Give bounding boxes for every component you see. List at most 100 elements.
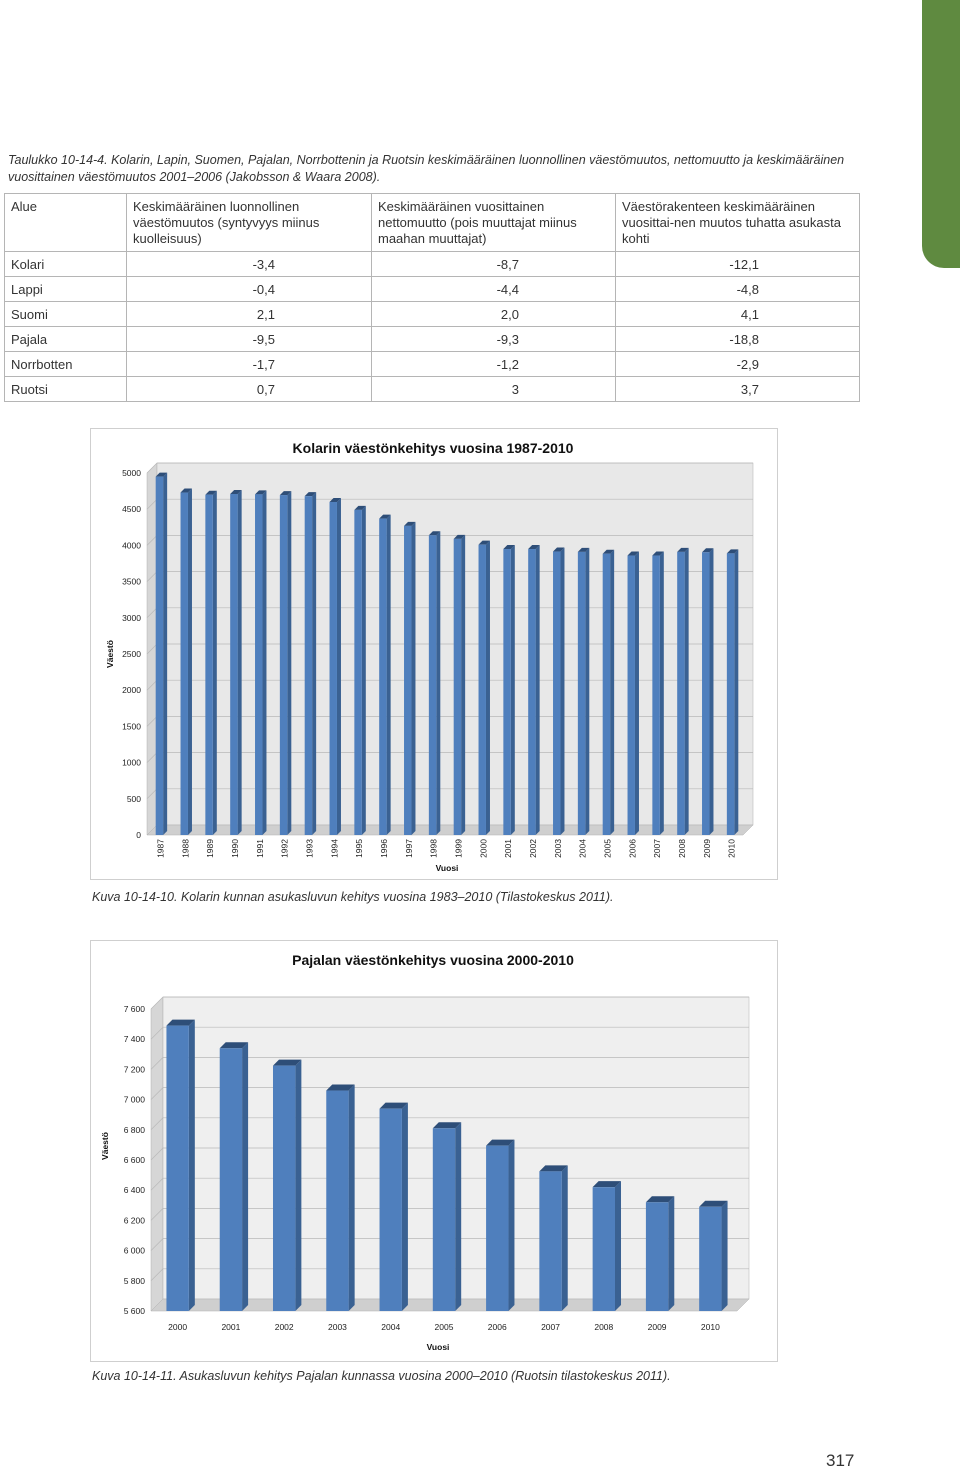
cell-value: 2,1 (126, 301, 372, 327)
bar-side (336, 497, 341, 835)
bar (326, 1090, 349, 1311)
bar-top (230, 489, 242, 494)
gridline-side (150, 1087, 164, 1100)
table-caption: Taulukko 10-14-4. Kolarin, Lapin, Suomen… (8, 153, 845, 184)
y-tick-label: 5 800 (124, 1276, 146, 1286)
x-tick-label: 2004 (578, 839, 588, 858)
x-tick-label: 2001 (221, 1322, 240, 1332)
bar (478, 544, 486, 835)
x-tick-label: 1987 (155, 839, 165, 858)
y-axis-label: Väestö (100, 1132, 110, 1160)
bar (486, 1145, 509, 1311)
bar-side (411, 521, 416, 835)
bar (503, 549, 511, 835)
table-row: Suomi 2,1 2,0 4,1 (4, 301, 860, 327)
bar-top (379, 1102, 408, 1109)
pajala-population-chart: 5 600 5 800 6 000 6 200 6 400 6 600 6 800 7 000… (100, 952, 750, 1352)
cell-value: 4,1 (615, 301, 860, 327)
bar-top (428, 531, 441, 536)
bar (279, 495, 288, 835)
cell-value: -4,4 (371, 276, 616, 302)
x-tick-label: 2001 (503, 839, 513, 858)
y-tick-label: 1500 (122, 721, 141, 731)
cell-value: -9,3 (371, 326, 616, 352)
bar (453, 538, 462, 835)
y-tick-label: 5000 (122, 468, 141, 478)
bar (726, 553, 735, 835)
cell-value: -18,8 (615, 326, 860, 352)
cell-value: 3,7 (615, 376, 860, 402)
bar-top (602, 549, 615, 554)
bar (255, 494, 263, 835)
bar (645, 1202, 669, 1311)
y-tick-label: 0 (136, 830, 141, 840)
x-axis-label: Vuosi (436, 863, 459, 873)
bar-top (279, 491, 292, 496)
gridline-side (150, 1057, 164, 1070)
bar-side (163, 472, 168, 835)
bar (166, 1025, 189, 1311)
bar-top (528, 545, 540, 550)
gridline-side (150, 1208, 164, 1221)
x-tick-label: 1990 (230, 839, 240, 858)
bar-side (659, 551, 664, 835)
bar-top (219, 1042, 249, 1049)
bar-top (432, 1122, 462, 1129)
y-tick-label: 2500 (122, 649, 141, 659)
x-tick-label: 1998 (429, 839, 439, 858)
header-natural-change: Keskimääräinen luonnollinen väestömuutos… (126, 193, 372, 252)
bar (627, 555, 635, 835)
cell-value: -2,9 (615, 351, 860, 377)
bar-side (560, 547, 565, 835)
bar-top (166, 1019, 195, 1026)
bar (379, 518, 387, 835)
cell-area: Suomi (4, 301, 127, 327)
y-axis-label: Väestö (105, 640, 115, 668)
section-tab-marker (922, 0, 960, 268)
bar (230, 493, 238, 835)
gridline-side (146, 788, 158, 800)
bar-top (272, 1059, 302, 1066)
bar-side (615, 1181, 622, 1311)
x-tick-label: 2003 (553, 839, 563, 858)
cell-value: 2,0 (371, 301, 616, 327)
bar-side (610, 549, 615, 835)
x-tick-label: 1994 (329, 839, 339, 858)
chart-title: Kolarin väestönkehitys vuosina 1987-2010 (293, 440, 574, 456)
bar-side (188, 1019, 195, 1311)
bar-top (180, 488, 192, 493)
pajala-figure-caption: Kuva 10-14-11. Asukasluvun kehitys Pajal… (92, 1369, 671, 1383)
bar-side (585, 547, 590, 835)
y-tick-label: 7 400 (124, 1034, 146, 1044)
y-tick-label: 4000 (122, 540, 141, 550)
x-tick-label: 2002 (275, 1322, 294, 1332)
x-tick-label: 1989 (205, 839, 215, 858)
x-tick-label: 2005 (602, 839, 612, 858)
bar-top (404, 521, 416, 526)
bar (553, 551, 561, 835)
table-row: Pajala -9,5 -9,3 -18,8 (4, 326, 860, 352)
bar (699, 1206, 722, 1311)
gridline-side (150, 1177, 164, 1191)
cell-value: -0,4 (126, 276, 372, 302)
bar (702, 552, 710, 835)
gridline-side (146, 716, 158, 727)
bar-top (702, 548, 714, 553)
y-tick-label: 4500 (122, 504, 141, 514)
y-tick-label: 1000 (122, 758, 141, 768)
bar-top (577, 547, 590, 552)
header-structural-change: Väestörakenteen keskimääräinen vuosittai… (615, 193, 860, 252)
pajala-chart-frame: 5 600 5 800 6 000 6 200 6 400 6 600 6 800 7 000… (90, 940, 778, 1362)
gridline-side (150, 1238, 164, 1251)
y-tick-label: 5 600 (124, 1306, 146, 1316)
table-row: Lappi -0,4 -4,4 -4,8 (4, 276, 860, 302)
bar-side (262, 490, 267, 835)
bar-side (668, 1196, 675, 1311)
bar-top (205, 490, 217, 495)
cell-value: 3 (371, 376, 616, 402)
y-tick-label: 7 200 (124, 1064, 146, 1074)
gridline-side (146, 535, 158, 546)
gridline-side (146, 571, 158, 582)
gridline-side (146, 607, 158, 619)
y-tick-label: 3000 (122, 613, 141, 623)
